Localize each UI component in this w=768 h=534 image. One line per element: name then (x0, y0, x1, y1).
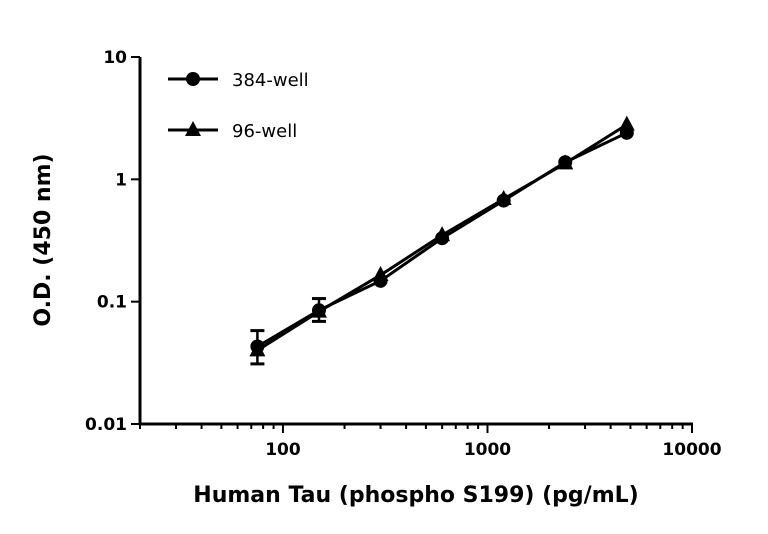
x-axis-label: Human Tau (phospho S199) (pg/mL) (193, 483, 638, 508)
series-96-well (249, 115, 635, 357)
plot-area (249, 115, 635, 366)
data-point-triangle (434, 226, 451, 242)
data-point-triangle (249, 341, 266, 357)
data-point-triangle (495, 190, 512, 206)
x-tick-label: 10000 (662, 440, 721, 460)
y-tick-label: 10 (103, 48, 127, 68)
data-point-triangle (618, 115, 635, 131)
legend: 384-well 96-well (168, 70, 309, 142)
y-tick-label: 0.1 (97, 293, 127, 313)
x-tick-label: 100 (265, 440, 301, 460)
legend-label: 96-well (232, 121, 297, 142)
axes: 100 1000 10000 0.01 0.1 1 10 (85, 48, 722, 460)
y-axis-label: O.D. (450 nm) (31, 153, 56, 326)
data-point-triangle (557, 154, 574, 170)
y-tick-label: 1 (115, 170, 127, 190)
data-point-triangle (372, 266, 389, 282)
x-tick-label: 1000 (464, 440, 511, 460)
series-384-well (250, 125, 634, 366)
legend-marker-triangle (185, 121, 201, 136)
legend-marker-circle (186, 72, 200, 86)
legend-label: 384-well (232, 70, 309, 91)
data-point-triangle (310, 302, 327, 318)
y-tick-label: 0.01 (85, 415, 127, 435)
